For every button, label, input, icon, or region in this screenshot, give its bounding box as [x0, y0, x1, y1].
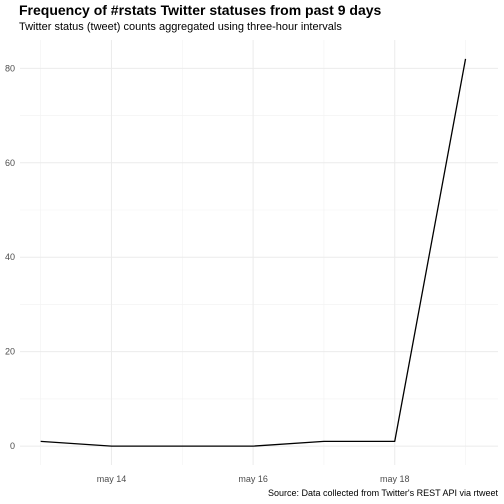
x-tick-label: may 16 [238, 474, 268, 484]
chart-subtitle: Twitter status (tweet) counts aggregated… [19, 21, 342, 33]
grid [20, 40, 498, 465]
y-tick-label: 20 [5, 347, 15, 357]
series-line [40, 58, 467, 447]
x-tick-label: may 14 [97, 474, 127, 484]
y-tick-label: 60 [5, 158, 15, 168]
chart-title: Frequency of #rstats Twitter statuses fr… [19, 2, 382, 18]
y-tick-label: 80 [5, 63, 15, 73]
tick-labels: 0 20 40 60 80 may 14 may 16 may 18 [5, 63, 410, 484]
series-lines [40, 58, 467, 447]
x-tick-label: may 18 [380, 474, 410, 484]
chart-caption: Source: Data collected from Twitter's RE… [268, 488, 498, 498]
y-tick-label: 0 [10, 441, 15, 451]
y-tick-label: 40 [5, 252, 15, 262]
